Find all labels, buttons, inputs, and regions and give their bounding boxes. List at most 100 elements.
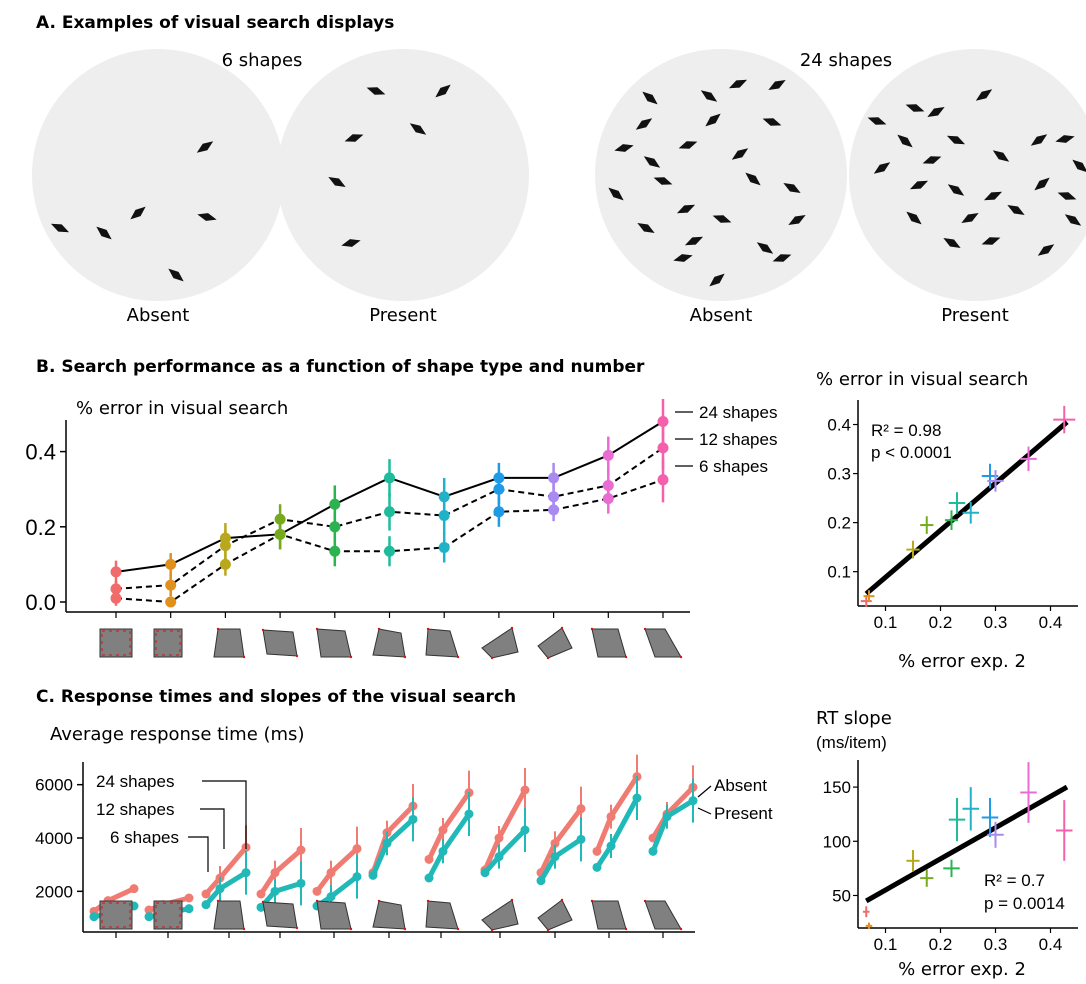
target-shape [975, 89, 993, 101]
vertex-marker [490, 928, 494, 932]
c-leader-absent [697, 785, 712, 798]
vertex-marker [261, 628, 265, 632]
rt-point-absent [424, 854, 434, 864]
vertex-marker [426, 627, 430, 631]
rt-point-present [464, 809, 474, 819]
vertex-marker [216, 627, 220, 631]
c-label-present: Present [714, 804, 773, 823]
rt-line-absent [314, 846, 360, 894]
set-label-6: 6 shapes [222, 50, 303, 71]
target-shape [905, 104, 925, 112]
target-shape [684, 236, 704, 246]
target-shape [709, 273, 725, 287]
display-disc [277, 49, 529, 301]
section-c-title: C. Response times and slopes of the visu… [36, 687, 516, 707]
display-label-present-24: Present [941, 305, 1009, 326]
data-point [602, 493, 614, 505]
rt-point-absent [550, 838, 560, 848]
target-shape [678, 141, 698, 149]
shape-icon-7 [425, 628, 459, 658]
target-shape [1064, 214, 1082, 226]
target-shape [927, 107, 945, 117]
data-point [165, 579, 177, 591]
shape-icon-9 [537, 899, 573, 931]
vertex-marker [643, 899, 647, 903]
data-point [384, 506, 395, 518]
c-leader-6 [188, 836, 209, 872]
target-shape [344, 134, 364, 142]
rt-point-present [215, 884, 225, 894]
c-main-ylabel: Average response time (ms) [50, 724, 304, 745]
vertex-marker [546, 656, 550, 660]
y-tick-label: 50 [832, 886, 851, 905]
target-shape [983, 191, 1003, 201]
rt-point-present [241, 868, 251, 878]
shape-icon-7 [425, 900, 459, 930]
corner-marker [155, 630, 181, 656]
search-displays [32, 49, 1086, 301]
target-shape [947, 184, 965, 196]
c-leader-24 [202, 780, 247, 849]
rt-point-present [592, 862, 602, 872]
rt-point-absent [184, 893, 194, 903]
shape-icon-3 [213, 628, 245, 658]
rt-point-absent [326, 868, 336, 878]
c-right-ylabel-line1: RT slope [816, 708, 892, 729]
vertex-marker [624, 927, 628, 931]
target-shape [762, 118, 782, 126]
vertex-marker [377, 627, 381, 631]
vertex-marker [377, 899, 381, 903]
vertex-marker [315, 899, 319, 903]
rt-point-present [368, 870, 378, 880]
target-shape [705, 113, 721, 127]
line-label: 6 shapes [699, 457, 768, 476]
y-tick-label: 6000 [35, 776, 73, 795]
b-main-chart: 0.0 0.2 0.4 24 shapes 12 shapes 6 shapes [25, 398, 777, 618]
shape-icon-6 [372, 900, 406, 930]
rt-line-absent [482, 787, 528, 873]
target-shape [435, 84, 451, 98]
vertex-marker [216, 899, 220, 903]
rt-point-absent [576, 804, 586, 814]
corner-marker [155, 902, 181, 928]
display-label-present-6: Present [369, 305, 437, 326]
rt-point-absent [438, 825, 448, 835]
rt-point-absent [352, 844, 362, 854]
vertex-marker [456, 655, 460, 659]
target-shape [676, 204, 696, 214]
vertex-marker [349, 927, 353, 931]
y-tick-label: 0.2 [827, 514, 851, 533]
target-shape [614, 144, 634, 152]
x-tick-label: 0.1 [874, 613, 898, 632]
rt-point-present [89, 912, 99, 922]
target-shape [608, 187, 624, 201]
vertex-marker [295, 654, 299, 658]
data-point [493, 506, 505, 518]
vertex-marker [242, 927, 246, 931]
vertex-marker [510, 898, 514, 902]
data-point [548, 504, 560, 516]
vertex-marker [510, 626, 514, 630]
data-point [657, 474, 669, 486]
rt-point-present [536, 876, 546, 886]
shape-icon-2 [153, 628, 183, 658]
y-tick-label: 0.0 [25, 590, 56, 615]
target-shape [745, 172, 761, 186]
rt-point-present [550, 852, 560, 862]
target-shape [130, 206, 146, 220]
target-shape [366, 87, 386, 95]
rt-point-present [648, 846, 658, 856]
rt-point-absent [312, 886, 322, 896]
data-point [657, 442, 669, 454]
shape-icon-11 [644, 628, 682, 658]
target-shape [328, 177, 346, 187]
data-point [165, 596, 177, 608]
target-shape [756, 242, 774, 254]
target-shape [1037, 244, 1055, 256]
section-a-title: A. Examples of visual search displays [36, 13, 394, 33]
shape-icon-9 [537, 627, 573, 659]
target-shape [1055, 135, 1075, 143]
rt-point-absent [129, 884, 139, 894]
target-shape [341, 239, 361, 247]
data-point [329, 545, 341, 557]
